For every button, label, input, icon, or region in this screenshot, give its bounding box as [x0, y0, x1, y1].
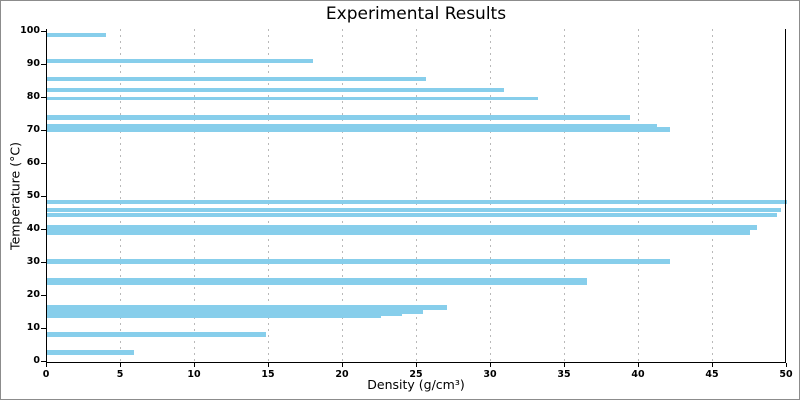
- y-axis-tick: [41, 360, 46, 362]
- chart-title: Experimental Results: [325, 4, 507, 24]
- y-axis-tick: [41, 228, 46, 230]
- x-tick-label: 35: [557, 369, 571, 380]
- gridline: [416, 29, 417, 362]
- x-tick-label: 30: [483, 369, 497, 380]
- bar: [47, 278, 588, 285]
- gridline: [268, 29, 269, 362]
- x-axis-tick: [268, 363, 269, 367]
- y-tick-label: 90: [26, 57, 40, 69]
- x-axis-tick: [490, 363, 491, 367]
- bar: [47, 96, 539, 101]
- x-tick-label: 25: [409, 369, 423, 380]
- x-axis-tick: [46, 363, 47, 367]
- y-axis-tick: [41, 195, 46, 197]
- x-axis-tick: [786, 363, 787, 367]
- gridline: [194, 29, 195, 362]
- gridline: [490, 29, 491, 362]
- bar: [47, 87, 505, 93]
- x-axis-tick: [194, 363, 195, 367]
- y-axis-tick: [41, 63, 46, 65]
- x-axis-tick: [342, 363, 343, 367]
- gridline: [712, 29, 713, 362]
- bar: [47, 332, 267, 338]
- x-axis-label: Density (g/cm³): [367, 377, 465, 392]
- bottom-spine: [46, 362, 786, 363]
- bar: [47, 127, 671, 132]
- x-axis-tick: [712, 363, 713, 367]
- x-tick-label: 50: [779, 369, 793, 380]
- y-tick-label: 70: [26, 123, 40, 135]
- x-tick-label: 40: [631, 369, 645, 380]
- x-tick-label: 5: [116, 369, 124, 380]
- y-axis-tick: [41, 294, 46, 296]
- right-spine: [785, 29, 786, 363]
- x-axis-tick: [638, 363, 639, 367]
- x-tick-label: 20: [335, 369, 349, 380]
- y-tick-label: 10: [26, 321, 40, 333]
- bar: [47, 208, 782, 213]
- bar: [47, 313, 403, 317]
- x-axis-tick: [564, 363, 565, 367]
- y-tick-label: 80: [26, 90, 40, 102]
- y-tick-label: 50: [26, 189, 40, 201]
- x-tick-label: 45: [705, 369, 719, 380]
- bar: [47, 305, 447, 310]
- y-tick-label: 30: [26, 255, 40, 267]
- y-tick-label: 40: [26, 222, 40, 234]
- y-tick-label: 100: [20, 24, 40, 36]
- y-tick-label: 20: [26, 288, 40, 300]
- bar: [47, 33, 107, 37]
- x-axis-tick: [120, 363, 121, 367]
- x-tick-label: 15: [261, 369, 275, 380]
- bar: [47, 199, 787, 205]
- x-axis-tick: [416, 363, 417, 367]
- gridline: [120, 29, 121, 362]
- y-axis-tick: [41, 261, 46, 263]
- bar: [47, 76, 426, 81]
- bar: [47, 115, 631, 120]
- y-tick-label: 0: [33, 354, 40, 366]
- bar: [47, 315, 382, 319]
- bar: [47, 213, 777, 218]
- y-tick-label: 60: [26, 156, 40, 168]
- bar: [47, 350, 135, 355]
- bar: [47, 309, 423, 314]
- bar: [47, 59, 314, 64]
- y-axis-tick: [41, 30, 46, 32]
- x-tick-label: 0: [42, 369, 50, 380]
- y-axis-tick: [41, 96, 46, 98]
- gridline: [342, 29, 343, 362]
- bar: [47, 227, 750, 235]
- bar: [47, 124, 657, 129]
- y-axis-tick: [41, 327, 46, 329]
- gridline: [564, 29, 565, 362]
- gridline: [638, 29, 639, 362]
- left-spine: [46, 29, 47, 363]
- x-tick-label: 10: [187, 369, 201, 380]
- plot-area: 0 5 10 15 20 25 30 35 40 45 50 0 10 20 30 40 50 60 70 80 90…: [20, 25, 792, 380]
- y-axis-tick: [41, 162, 46, 164]
- bar: [47, 259, 671, 264]
- y-axis-tick: [41, 129, 46, 131]
